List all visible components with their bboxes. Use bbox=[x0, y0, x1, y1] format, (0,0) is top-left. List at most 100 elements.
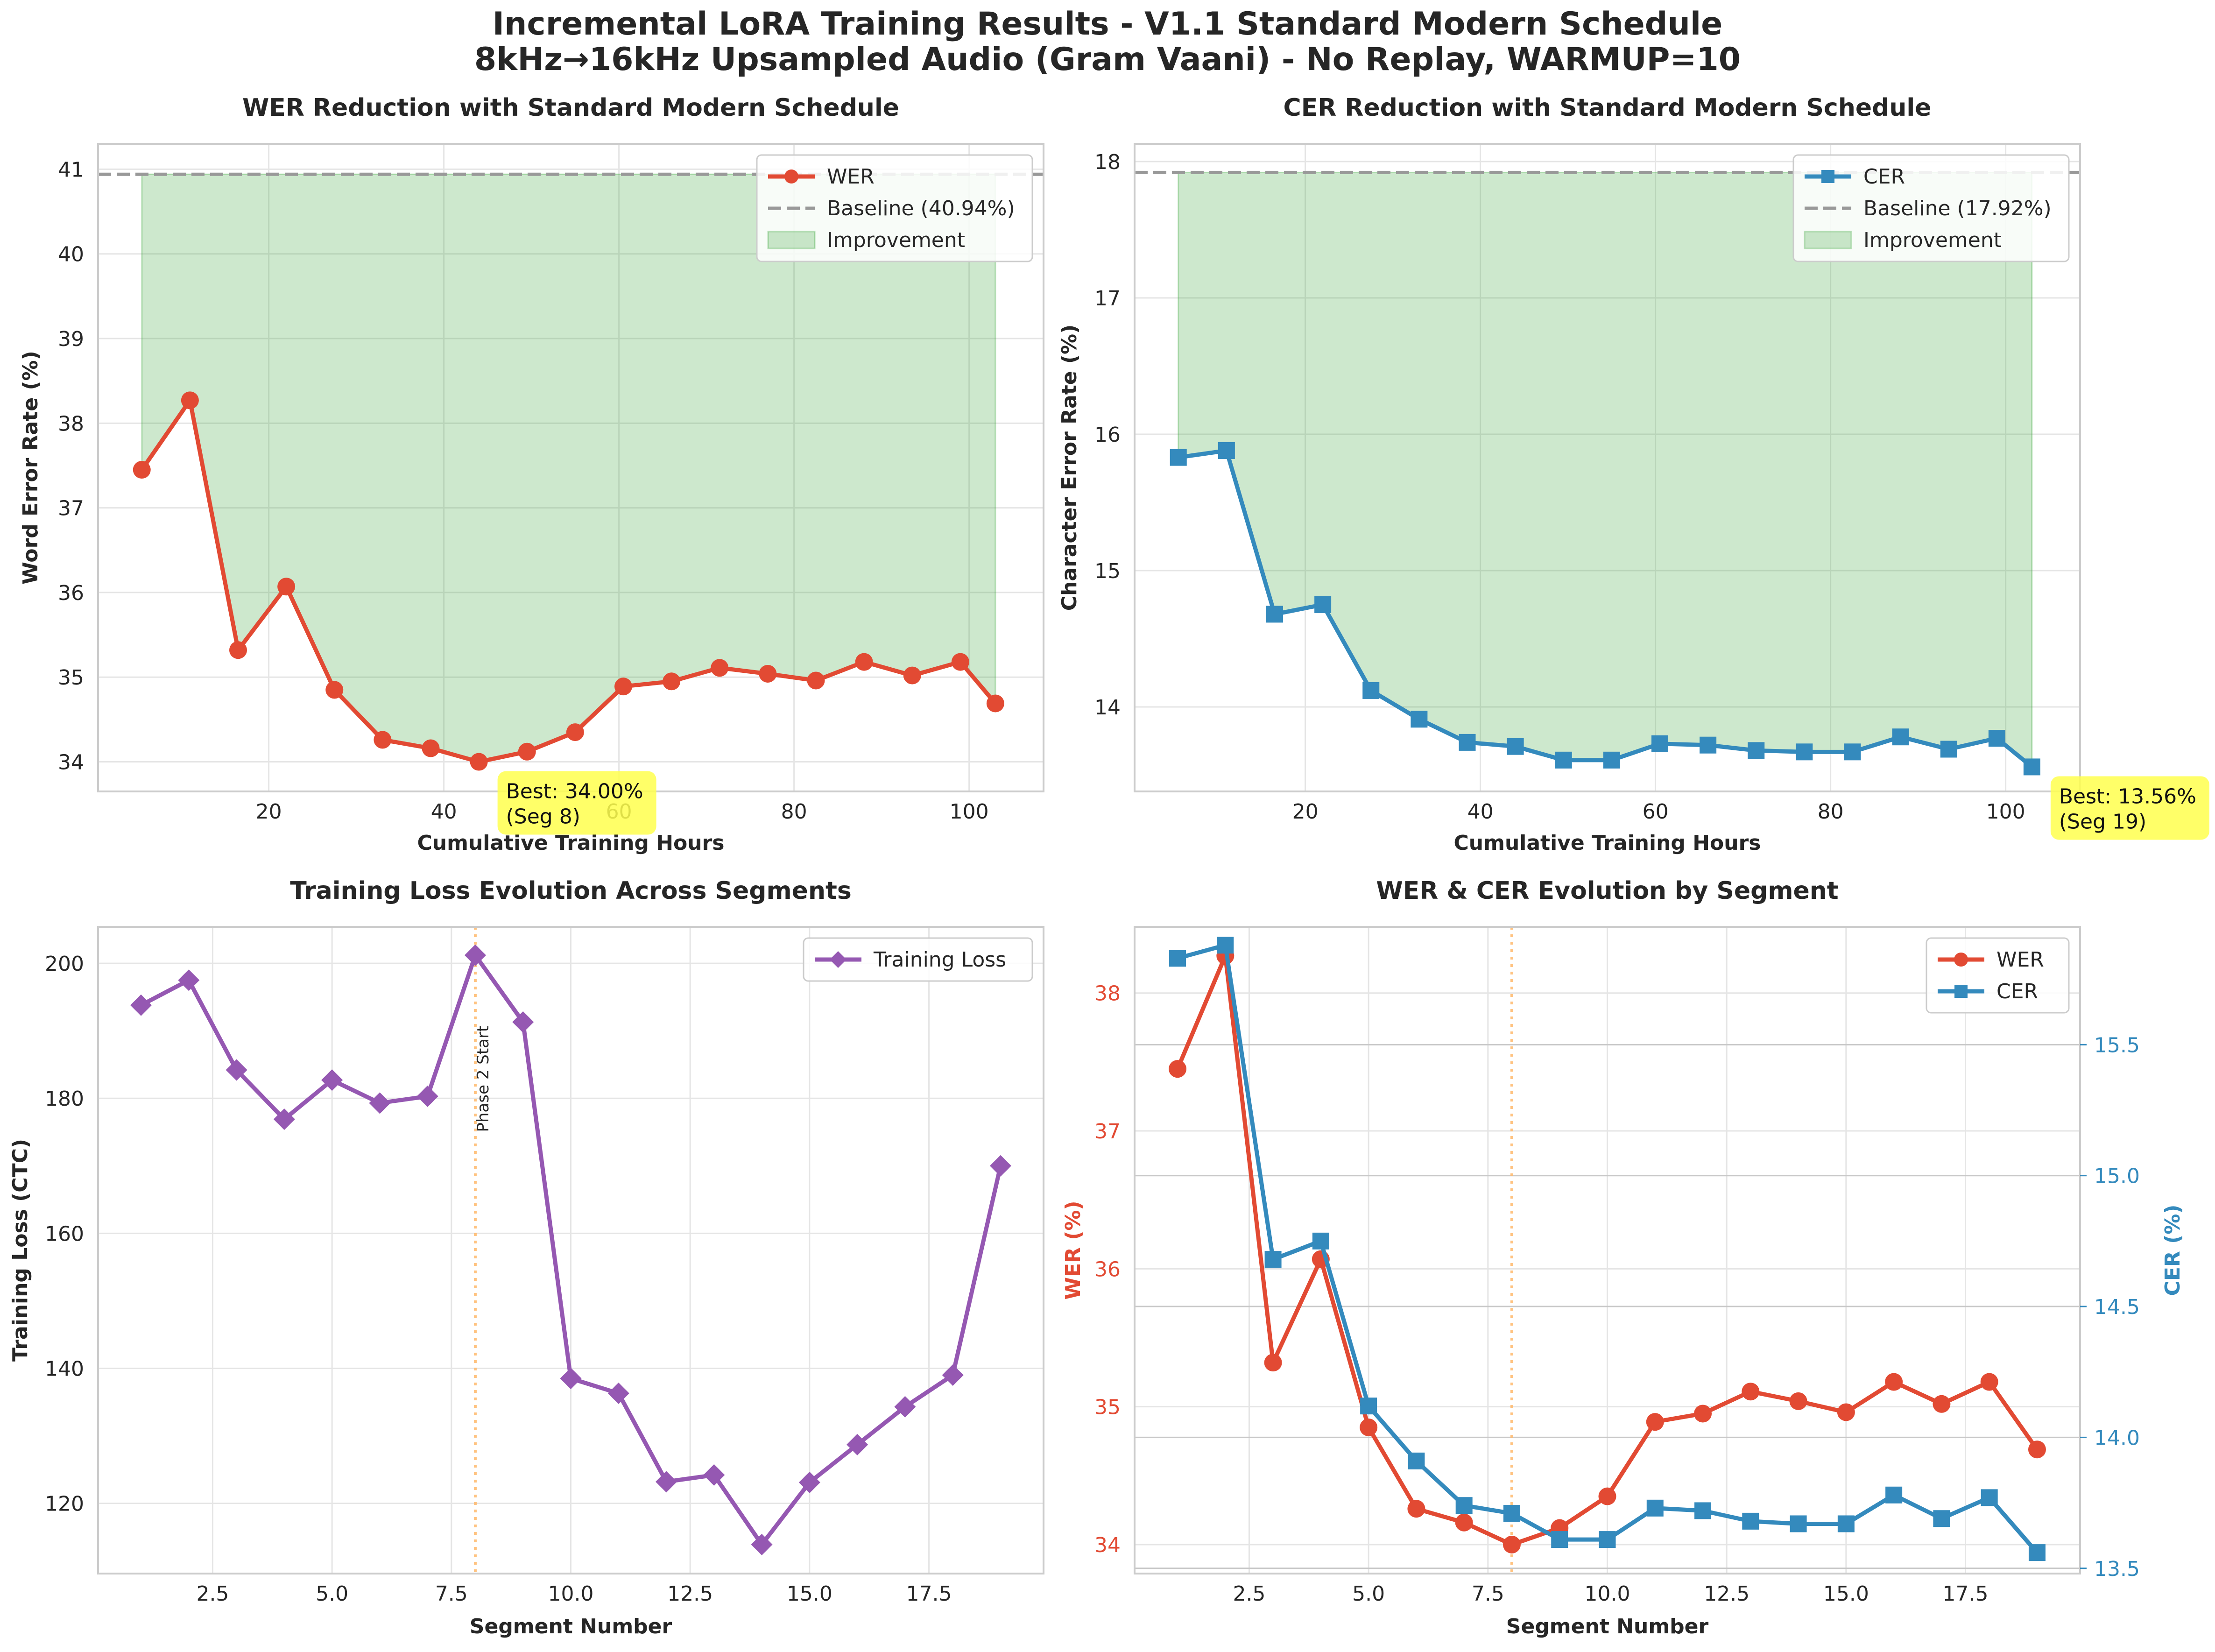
data-point-cer bbox=[1988, 730, 2005, 747]
data-point-wer bbox=[1933, 1395, 1951, 1413]
y-tick-label: 16 bbox=[1094, 423, 1121, 447]
data-point-training-loss bbox=[894, 1396, 916, 1418]
phase-2-label: Phase 2 Start bbox=[474, 1026, 493, 1132]
legend-marker bbox=[830, 951, 846, 968]
y-tick-label: 160 bbox=[45, 1222, 84, 1246]
best-annotation-line1: Best: 34.00% bbox=[506, 780, 643, 804]
data-point-training-loss bbox=[989, 1155, 1011, 1177]
legend-label: CER bbox=[1996, 980, 2038, 1003]
legend: CER Baseline (17.92%) Improvement bbox=[1792, 154, 2070, 262]
data-point-training-loss bbox=[178, 969, 200, 991]
best-annotation-line1: Best: 13.56% bbox=[2059, 784, 2196, 808]
x-axis-label: Segment Number bbox=[1506, 1615, 1709, 1638]
data-point-training-loss bbox=[798, 1471, 820, 1493]
x-tick-label: 15.0 bbox=[1823, 1582, 1869, 1606]
data-point-cer bbox=[1646, 1499, 1664, 1517]
data-point-cer bbox=[1694, 1502, 1712, 1519]
data-point-training-loss bbox=[273, 1108, 295, 1130]
y-tick-label: 38 bbox=[1094, 982, 1121, 1006]
data-point-wer bbox=[2028, 1440, 2046, 1459]
y-tick-label: 35 bbox=[58, 666, 84, 690]
data-point-wer bbox=[325, 681, 344, 699]
y-tick-label: 14 bbox=[1094, 696, 1121, 720]
data-point-cer bbox=[1507, 738, 1524, 755]
data-point-wer bbox=[1742, 1383, 1760, 1401]
data-point-wer bbox=[951, 653, 969, 671]
chart-title: WER & CER Evolution by Segment bbox=[1376, 877, 1838, 905]
legend: WER CER bbox=[1926, 937, 2070, 1014]
data-point-cer bbox=[1408, 1452, 1425, 1469]
data-point-cer bbox=[1360, 1398, 1377, 1415]
y-tick-label: 38 bbox=[58, 412, 84, 436]
data-point-cer bbox=[1603, 751, 1620, 769]
data-point-training-loss bbox=[512, 1011, 534, 1033]
x-axis-label: Cumulative Training Hours bbox=[1454, 831, 1761, 855]
data-point-cer bbox=[1312, 1232, 1329, 1250]
chart-wer_hours: 204060801003435363738394041WER Reduction… bbox=[19, 94, 1044, 855]
data-point-wer bbox=[422, 739, 440, 757]
data-point-cer bbox=[1555, 751, 1572, 769]
y-tick-label: 18 bbox=[1094, 150, 1121, 174]
data-point-training-loss bbox=[846, 1433, 868, 1455]
data-point-wer bbox=[614, 678, 632, 696]
legend-frame bbox=[756, 154, 1033, 262]
y-tick-label: 200 bbox=[45, 952, 84, 976]
y-right-tick-label: 15.0 bbox=[2094, 1165, 2140, 1188]
x-tick-label: 7.5 bbox=[1472, 1582, 1504, 1606]
data-point-cer bbox=[1170, 449, 1187, 466]
y-tick-label: 140 bbox=[45, 1357, 84, 1381]
data-point-cer bbox=[1933, 1510, 1950, 1527]
data-point-cer bbox=[1503, 1505, 1520, 1522]
y-axis-label: Character Error Rate (%) bbox=[1058, 325, 1081, 611]
data-point-wer bbox=[1789, 1392, 1807, 1410]
data-point-wer bbox=[1885, 1373, 1903, 1391]
legend: Training Loss bbox=[803, 937, 1033, 982]
data-point-wer bbox=[663, 672, 681, 691]
legend-marker bbox=[1954, 985, 1968, 998]
data-point-wer bbox=[1646, 1413, 1664, 1431]
data-point-cer bbox=[1455, 1497, 1473, 1514]
plot-frame bbox=[97, 926, 1044, 1574]
x-tick-label: 2.5 bbox=[196, 1582, 229, 1606]
data-point-cer bbox=[1940, 741, 1957, 758]
legend-improvement-swatch bbox=[1804, 231, 1852, 249]
x-tick-label: 40 bbox=[1467, 800, 1494, 824]
data-point-wer bbox=[1455, 1513, 1473, 1532]
data-point-cer bbox=[1796, 743, 1813, 761]
chart-cer_hours: 20 40 60 80 100 14 15 16 17 18 CER Reduction with … bbox=[1058, 94, 2209, 855]
data-point-cer bbox=[1742, 1512, 1759, 1530]
data-point-training-loss bbox=[226, 1059, 247, 1081]
y-axis-label: WER (%) bbox=[1061, 1200, 1085, 1299]
x-tick-label: 5.0 bbox=[1352, 1582, 1385, 1606]
data-point-cer bbox=[1651, 735, 1668, 752]
legend-frame bbox=[1792, 154, 2070, 262]
legend-marker bbox=[1954, 953, 1968, 967]
y-right-axis-label: CER (%) bbox=[2161, 1205, 2185, 1296]
y-tick-label: 36 bbox=[1094, 1257, 1121, 1281]
data-point-training-loss bbox=[560, 1368, 582, 1390]
x-tick-label: 80 bbox=[781, 800, 807, 824]
data-point-wer bbox=[903, 666, 921, 685]
data-point-cer bbox=[1885, 1486, 1903, 1504]
data-point-wer bbox=[133, 461, 151, 479]
data-point-wer bbox=[181, 391, 199, 409]
data-point-training-loss bbox=[130, 994, 152, 1016]
y-right-tick-label: 14.0 bbox=[2094, 1426, 2140, 1450]
legend-frame bbox=[803, 937, 1033, 982]
legend-improvement-swatch bbox=[767, 231, 816, 249]
y-tick-label: 40 bbox=[58, 243, 84, 267]
data-point-wer bbox=[807, 671, 825, 690]
y-tick-label: 34 bbox=[1094, 1533, 1121, 1557]
data-point-wer bbox=[986, 694, 1004, 713]
legend: WER Baseline (40.94%) Improvement bbox=[756, 154, 1033, 262]
data-point-wer bbox=[855, 653, 873, 671]
data-point-cer bbox=[1844, 743, 1861, 761]
data-point-wer bbox=[277, 578, 296, 596]
chart-loss_segments: Phase 2 Start 2.5 5.0 7.5 10.0 12.5 15.0 17.5 12… bbox=[8, 877, 1044, 1638]
x-tick-label: 15.0 bbox=[787, 1582, 832, 1606]
y-tick-label: 34 bbox=[58, 751, 84, 775]
data-point-cer bbox=[2028, 1544, 2046, 1561]
y-tick-label: 35 bbox=[1094, 1396, 1121, 1419]
data-point-cer bbox=[1981, 1489, 1998, 1506]
data-point-training-loss bbox=[656, 1471, 677, 1493]
